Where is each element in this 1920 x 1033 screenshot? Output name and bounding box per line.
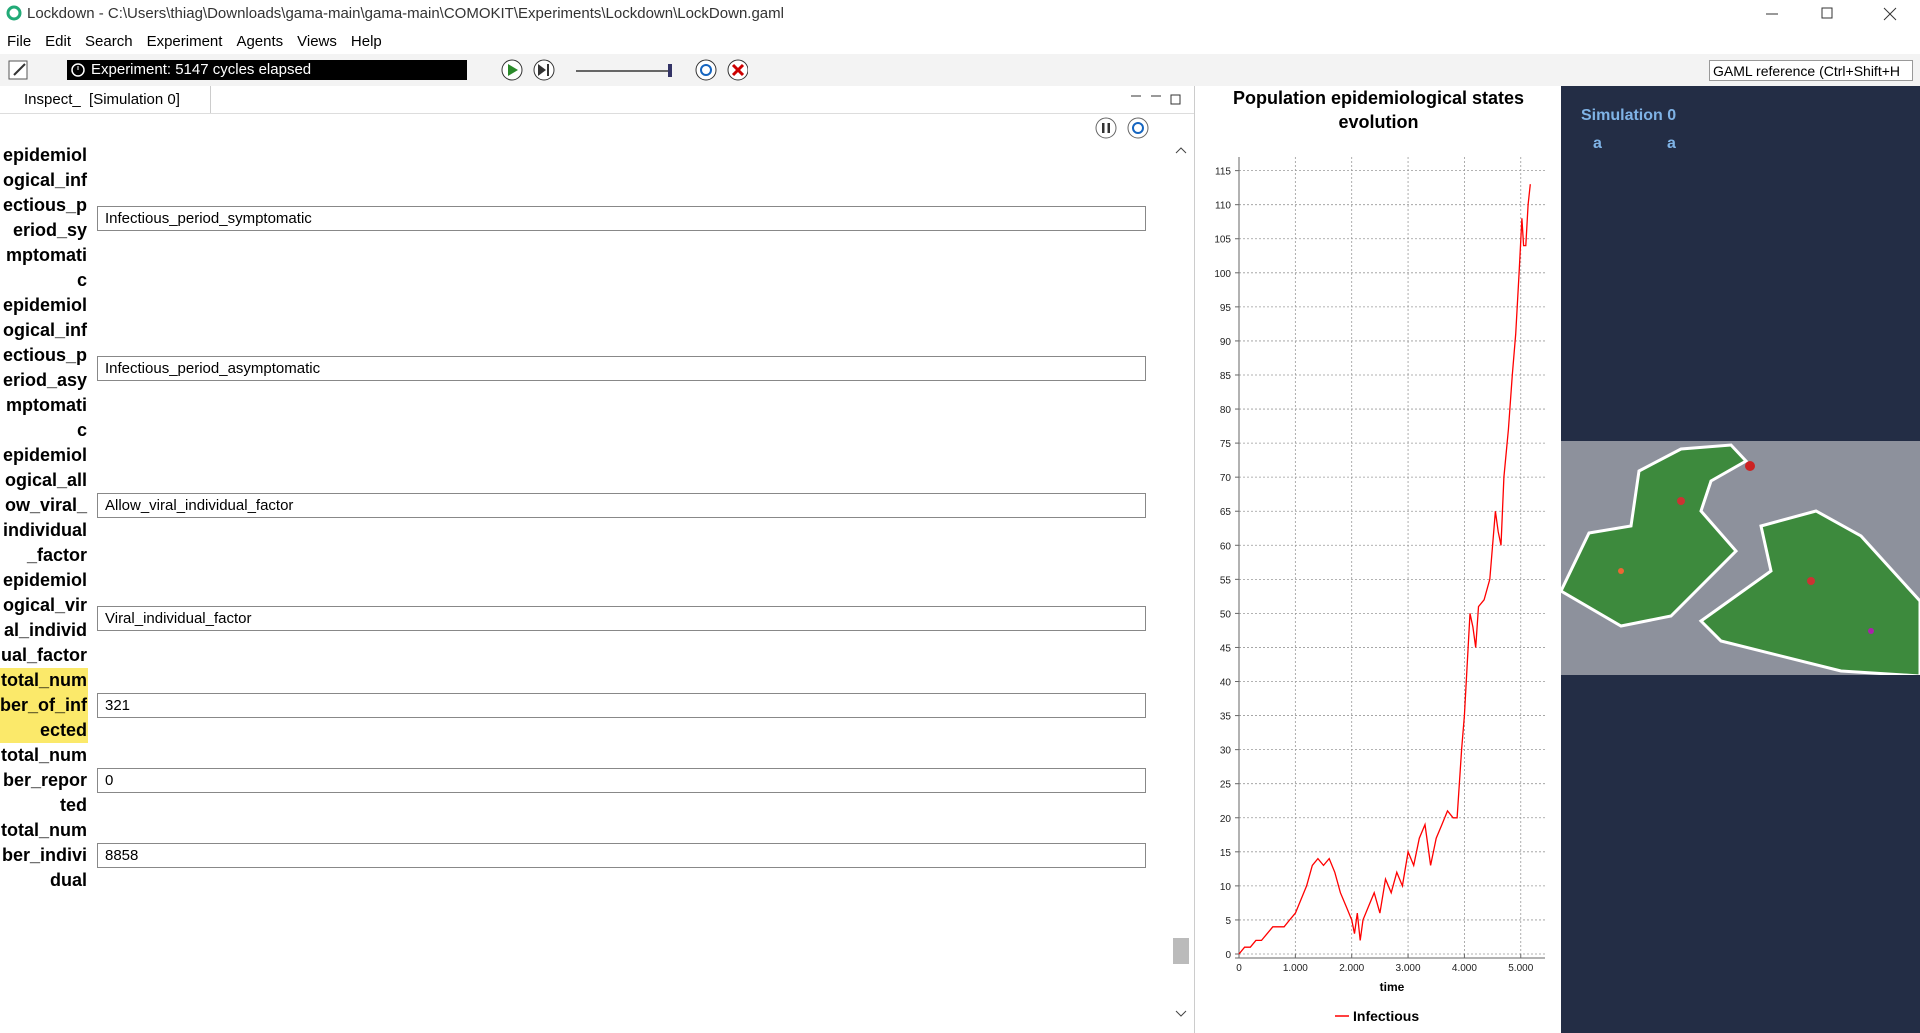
attribute-name: epidemiological_infectious_period_asympt… (2, 295, 87, 440)
attribute-value[interactable]: Infectious_period_asymptomatic (97, 355, 1146, 381)
menu-item[interactable]: Edit (45, 33, 72, 50)
chart-panel (1196, 86, 1561, 1033)
scrollbar[interactable] (1171, 143, 1191, 1033)
inspect-tab[interactable]: Inspect_ [Simulation 0] (0, 86, 211, 113)
toolbar: Experiment: 5147 cycles elapsed GAML ref… (0, 54, 1920, 86)
simulation-panel: Simulation 0 a a (1561, 86, 1920, 1033)
inspector-panel: Inspect_ [Simulation 0] epidemiological_… (0, 86, 1195, 1033)
attribute-name: epidemiological_allow_viral_individual_f… (2, 445, 87, 565)
inspector-controls[interactable] (1090, 116, 1150, 142)
attribute-row: total_number_individual 8858 (0, 818, 1165, 893)
attribute-row: epidemiological_viral_individual_factor V… (0, 568, 1165, 668)
menu-item[interactable]: Agents (236, 33, 284, 50)
window-title: Lockdown - C:\Users\thiag\Downloads\gama… (27, 5, 784, 22)
simulation-title: Simulation 0 (1581, 107, 1677, 124)
attribute-list: epidemiological_infectious_period_sympto… (0, 143, 1165, 1033)
window-controls[interactable] (1750, 0, 1920, 27)
simulation-label: a (1593, 135, 1602, 152)
attribute-value[interactable]: 321 (97, 693, 1146, 718)
attribute-value[interactable]: 8858 (97, 843, 1146, 868)
view-controls[interactable] (1125, 92, 1185, 108)
menu-bar: File Edit Search Experiment Agents Views Help (0, 27, 1920, 54)
attribute-row: epidemiological_infectious_period_sympto… (0, 143, 1165, 293)
attribute-row: total_number_of_infected 321 (0, 668, 1165, 743)
editor-icon[interactable] (6, 58, 34, 82)
menu-item[interactable]: Help (350, 33, 382, 50)
tab-row: Inspect_ [Simulation 0] (0, 86, 1194, 114)
attribute-row: epidemiological_allow_viral_individual_f… (0, 443, 1165, 568)
menu-item[interactable]: Search (85, 33, 133, 50)
attribute-value[interactable]: Infectious_period_symptomatic (97, 205, 1146, 231)
map-view (1561, 441, 1920, 675)
attribute-name: total_number_individual (0, 820, 87, 890)
attribute-name: total_number_of_infected (0, 668, 88, 743)
attribute-name: epidemiological_viral_individual_factor (0, 570, 87, 665)
chart-title: Population epidemiological states evolut… (1232, 88, 1525, 132)
clock-icon (71, 63, 85, 77)
title-bar: Lockdown - C:\Users\thiag\Downloads\gama… (0, 0, 1920, 27)
run-controls[interactable] (498, 56, 748, 84)
attribute-row: epidemiological_infectious_period_asympt… (0, 293, 1165, 443)
attribute-value[interactable]: 0 (97, 768, 1146, 793)
experiment-status: Experiment: 5147 cycles elapsed (67, 60, 467, 80)
attribute-value[interactable]: Viral_individual_factor (97, 605, 1146, 631)
menu-item[interactable]: File (7, 33, 32, 50)
simulation-label: a (1667, 135, 1676, 152)
attribute-name: epidemiological_infectious_period_sympto… (2, 145, 87, 290)
menu-item[interactable]: Views (297, 33, 337, 50)
attribute-name: total_number_reported (0, 745, 87, 815)
attribute-row: total_number_reported 0 (0, 743, 1165, 818)
app-icon (6, 5, 22, 21)
tab-label: Inspect_ [Simulation 0] (24, 91, 180, 108)
menu-item[interactable]: Experiment (146, 33, 223, 50)
search-box[interactable]: GAML reference (Ctrl+Shift+H (1709, 60, 1913, 81)
attribute-value[interactable]: Allow_viral_individual_factor (97, 493, 1146, 518)
